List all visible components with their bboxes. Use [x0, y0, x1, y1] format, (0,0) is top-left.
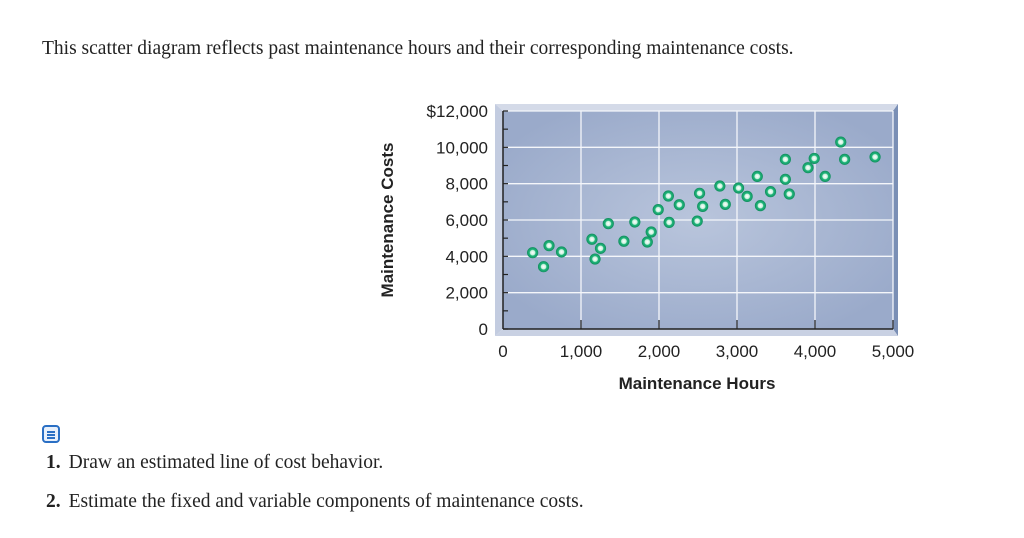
x-tick-label: 5,000 — [872, 342, 915, 361]
question-text: Draw an estimated line of cost behavior. — [68, 452, 384, 473]
notes-icon[interactable] — [42, 425, 60, 443]
question-1: 1. Draw an estimated line of cost behavio… — [46, 452, 383, 474]
data-point — [732, 182, 745, 194]
data-point — [835, 136, 847, 148]
data-point — [537, 261, 550, 273]
data-point — [663, 216, 675, 228]
intro-text: This scatter diagram reflects past maint… — [42, 38, 794, 59]
y-tick-label: 6,000 — [445, 211, 488, 230]
data-point — [543, 240, 555, 252]
data-point — [652, 204, 664, 216]
data-point — [808, 152, 820, 165]
y-tick-label: 8,000 — [445, 175, 488, 194]
question-number: 2. — [46, 491, 61, 512]
data-point — [779, 173, 791, 185]
data-point — [719, 198, 731, 210]
y-tick-label: 10,000 — [436, 138, 488, 157]
data-point — [555, 246, 568, 258]
data-point — [741, 190, 753, 202]
y-tick-label: 2,000 — [445, 284, 488, 303]
x-tick-label: 2,000 — [638, 342, 681, 361]
data-point — [779, 153, 791, 165]
y-tick-label: 4,000 — [445, 247, 488, 266]
data-point — [754, 200, 767, 212]
data-point — [662, 190, 674, 202]
data-point — [691, 215, 703, 227]
data-point — [751, 170, 763, 182]
data-point — [819, 170, 831, 182]
question-number: 1. — [46, 452, 61, 473]
question-text: Estimate the fixed and variable componen… — [68, 491, 584, 512]
scatter-chart: 0 2,000 4,000 6,000 8,000 10,000 $12,000 0 1,00… — [378, 102, 915, 393]
data-point — [764, 186, 777, 198]
data-point — [645, 226, 657, 238]
y-tick-label: 0 — [479, 320, 488, 339]
data-point — [673, 199, 685, 211]
data-point — [618, 235, 630, 247]
data-point — [839, 153, 851, 165]
y-axis-title: Maintenance Costs — [378, 143, 397, 298]
data-point — [641, 236, 653, 248]
data-point — [586, 233, 598, 245]
data-point — [589, 253, 601, 265]
y-tick-label: $12,000 — [427, 102, 488, 121]
x-tick-label: 0 — [498, 342, 507, 361]
data-point — [783, 188, 795, 200]
data-point — [527, 247, 539, 259]
data-point — [802, 162, 814, 174]
data-point — [602, 218, 614, 230]
x-tick-label: 3,000 — [716, 342, 759, 361]
data-point — [714, 180, 726, 192]
x-tick-label: 4,000 — [794, 342, 837, 361]
data-point — [697, 200, 709, 212]
data-point — [629, 216, 641, 228]
question-2: 2. Estimate the fixed and variable compon… — [46, 491, 584, 513]
data-point — [594, 242, 607, 254]
data-point — [693, 187, 706, 199]
data-point — [869, 151, 881, 163]
x-axis-title: Maintenance Hours — [619, 374, 776, 393]
x-tick-label: 1,000 — [560, 342, 603, 361]
